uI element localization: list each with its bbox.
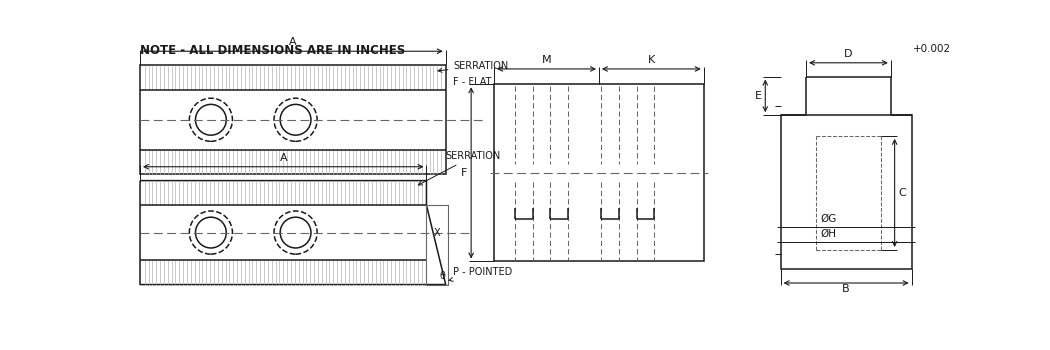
Text: F: F [461,168,467,178]
Text: SERRATION: SERRATION [438,61,508,72]
Text: A: A [289,37,297,47]
Text: C: C [899,188,906,198]
Text: ØH: ØH [820,229,836,239]
Text: K: K [648,55,655,65]
Text: D: D [844,49,853,59]
Text: SERRATION: SERRATION [418,151,501,185]
Text: P - POINTED: P - POINTED [449,267,512,281]
Bar [781,115,911,269]
Bar [426,205,448,285]
Text: A: A [279,153,287,163]
Bar [495,84,704,261]
Text: +0.002: +0.002 [914,44,951,54]
Text: E: E [754,91,761,101]
Text: B: B [842,284,849,294]
Text: NOTE - ALL DIMENSIONS ARE IN INCHES: NOTE - ALL DIMENSIONS ARE IN INCHES [140,44,405,57]
Text: M: M [542,55,551,65]
Text: X: X [434,228,441,238]
Text: θ: θ [440,272,445,281]
Bar [140,65,446,174]
Text: F - FLAT: F - FLAT [454,77,491,87]
Text: ØG: ØG [820,214,836,224]
